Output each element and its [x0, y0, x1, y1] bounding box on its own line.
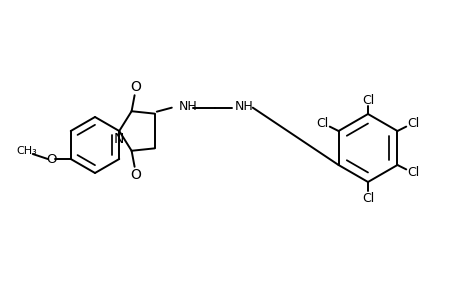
Text: N: N	[114, 132, 124, 146]
Text: NH: NH	[234, 100, 253, 113]
Text: O: O	[46, 152, 57, 166]
Text: CH₃: CH₃	[17, 146, 37, 156]
Text: Cl: Cl	[361, 191, 373, 205]
Text: O: O	[130, 168, 141, 182]
Text: Cl: Cl	[316, 116, 328, 130]
Text: NH: NH	[179, 100, 197, 113]
Text: Cl: Cl	[406, 167, 419, 179]
Text: Cl: Cl	[406, 116, 419, 130]
Text: Cl: Cl	[361, 94, 373, 106]
Text: O: O	[130, 80, 141, 94]
